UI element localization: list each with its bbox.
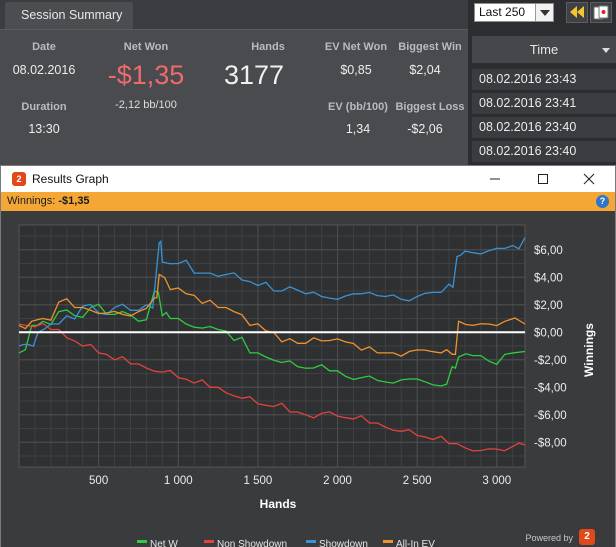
legend-label: Showdown xyxy=(319,539,368,547)
hands-label: Hands xyxy=(251,41,285,53)
legend-swatch xyxy=(204,540,214,543)
close-icon xyxy=(583,173,595,185)
powered-by-label: Powered by xyxy=(525,533,573,543)
list-item[interactable]: 08.02.2016 23:43 xyxy=(472,69,616,90)
minimize-button[interactable] xyxy=(481,169,509,189)
range-select-value: Last 250 xyxy=(479,5,526,19)
list-item[interactable]: 08.02.2016 23:40 xyxy=(472,141,616,162)
list-item[interactable]: 08.02.2016 23:41 xyxy=(472,93,616,114)
y-axis-label: Winnings xyxy=(582,323,596,377)
x-tick-label: 1 500 xyxy=(244,475,273,487)
net-won-label: Net Won xyxy=(123,41,169,53)
x-tick-label: 500 xyxy=(89,475,108,487)
maximize-icon xyxy=(538,174,548,184)
minimize-icon xyxy=(490,178,500,180)
legend-label: Non Showdown xyxy=(217,539,287,547)
y-tick-label: -$4,00 xyxy=(534,382,567,394)
results-chart: $6,00 $4,00 $2,00 $0,00 -$2,00 -$4,00 -$6,00 -$… xyxy=(18,224,596,547)
x-tick-label: 2 500 xyxy=(403,475,432,487)
legend-label: All-In EV xyxy=(396,539,435,547)
ev-bb-label: EV (bb/100) xyxy=(328,101,388,113)
duration-label: Duration xyxy=(21,101,67,113)
legend-swatch xyxy=(306,540,316,543)
biggest-win-label: Biggest Win xyxy=(398,41,462,53)
date-value: 08.02.2016 xyxy=(12,63,76,77)
x-tick-label: 2 000 xyxy=(323,475,352,487)
summary-body: Date 08.02.2016 Duration 13:30 Net Won -… xyxy=(0,29,468,165)
maximize-button[interactable] xyxy=(529,169,557,189)
chevron-down-icon[interactable] xyxy=(535,4,553,21)
biggest-loss-value: -$2,06 xyxy=(407,122,443,136)
time-column-header[interactable]: Time xyxy=(472,36,616,64)
series-line-net-w xyxy=(18,290,526,387)
range-select[interactable]: Last 250 xyxy=(474,3,554,22)
net-won-value: -$1,35 xyxy=(107,60,185,90)
y-tick-label: $0,00 xyxy=(534,327,563,339)
series-line-showdown xyxy=(18,237,526,348)
net-won-bb: -2,12 bb/100 xyxy=(115,99,177,111)
close-button[interactable] xyxy=(575,169,603,189)
y-tick-label: $4,00 xyxy=(534,272,563,284)
hands-value: 3177 xyxy=(223,60,285,90)
x-tick-label: 3 000 xyxy=(482,475,511,487)
series-line-non-showdown xyxy=(18,322,526,452)
date-label: Date xyxy=(32,41,56,53)
biggest-win-value: $2,04 xyxy=(409,63,441,77)
ev-net-won-label: EV Net Won xyxy=(324,41,388,53)
legend-swatch xyxy=(137,540,147,543)
app-logo-icon: 2 xyxy=(12,172,26,186)
ev-bb-value: 1,34 xyxy=(345,122,371,136)
series-line-all-in-ev xyxy=(18,273,526,357)
winnings-value: -$1,35 xyxy=(58,195,90,207)
help-icon[interactable]: ? xyxy=(596,195,609,208)
brand-logo-icon: 2 xyxy=(579,529,595,545)
results-graph-window: 2 Results Graph Winnings: -$1,35 ? $6,00… xyxy=(0,165,616,547)
rewind-button[interactable] xyxy=(566,2,588,23)
sort-chevron-icon xyxy=(602,48,610,53)
chart-area: $6,00 $4,00 $2,00 $0,00 -$2,00 -$4,00 -$6,00 -$… xyxy=(1,211,615,547)
y-tick-label: $6,00 xyxy=(534,245,563,257)
rewind-icon xyxy=(570,6,584,18)
cards-icon xyxy=(593,5,609,20)
y-tick-label: -$6,00 xyxy=(534,410,567,422)
legend-swatch xyxy=(383,540,393,543)
y-tick-label: -$2,00 xyxy=(534,355,567,367)
session-list-panel: Last 250 Time 08.02.2016 23:43 08.02.201… xyxy=(470,0,616,165)
winnings-bar: Winnings: -$1,35 ? xyxy=(1,192,615,211)
window-title: Results Graph xyxy=(32,172,109,186)
legend-label: Net W xyxy=(150,539,178,547)
ev-net-won-value: $0,85 xyxy=(340,63,372,77)
biggest-loss-label: Biggest Loss xyxy=(395,101,465,113)
x-tick-label: 1 000 xyxy=(164,475,193,487)
cards-button[interactable] xyxy=(590,2,612,23)
winnings-label: Winnings: xyxy=(7,195,56,207)
list-item[interactable]: 08.02.2016 23:40 xyxy=(472,117,616,138)
session-summary-panel: Session Summary Date 08.02.2016 Duration… xyxy=(0,0,468,165)
x-axis-label: Hands xyxy=(260,497,297,511)
y-tick-label: $2,00 xyxy=(534,300,563,312)
duration-value: 13:30 xyxy=(28,122,60,136)
time-header-label: Time xyxy=(529,42,559,57)
tab-session-summary[interactable]: Session Summary xyxy=(5,2,133,29)
y-tick-label: -$8,00 xyxy=(534,437,567,449)
window-titlebar: 2 Results Graph xyxy=(1,166,615,192)
